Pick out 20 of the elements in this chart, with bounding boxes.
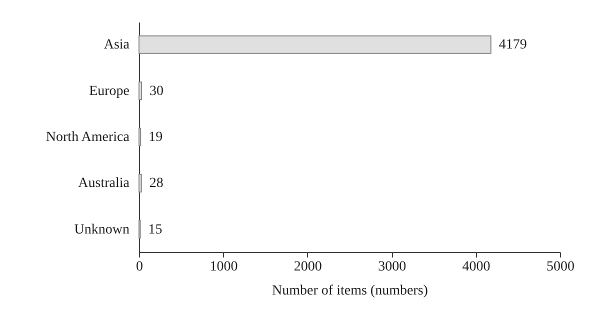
y-tick-label: North America [46, 130, 130, 145]
x-tick-label: 3000 [378, 260, 406, 274]
x-tick-label: 0 [136, 260, 143, 274]
y-tick-label: Asia [104, 38, 130, 53]
x-tick-label: 4000 [462, 260, 490, 274]
x-tick-label: 2000 [294, 260, 322, 274]
data-label: 30 [150, 84, 164, 99]
data-label: 19 [148, 130, 163, 145]
x-tick-label: 1000 [210, 260, 238, 274]
bar [138, 174, 142, 192]
y-tick-label: Unknown [74, 222, 130, 238]
y-tick-label: Australia [78, 176, 130, 192]
x-tick-label: 5000 [546, 260, 574, 274]
y-tick-label: Europe [89, 84, 130, 99]
data-label: 28 [149, 176, 164, 192]
bar [138, 35, 492, 54]
x-axis-title: Number of items (numbers) [272, 284, 428, 298]
bar [138, 82, 142, 100]
data-label: 15 [148, 222, 162, 238]
data-label: 4179 [498, 38, 527, 53]
